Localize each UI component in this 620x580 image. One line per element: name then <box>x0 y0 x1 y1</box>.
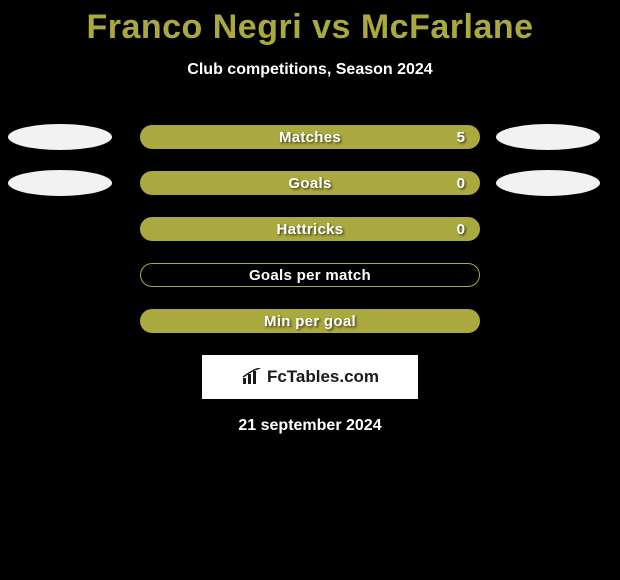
stat-label: Goals <box>288 175 331 192</box>
stat-rows: Matches 5 Goals 0 Hattricks 0 Goals per … <box>0 125 620 333</box>
stat-bar: Goals 0 <box>140 171 480 195</box>
stat-bar: Goals per match <box>140 263 480 287</box>
stat-label: Goals per match <box>249 267 371 284</box>
stat-label: Min per goal <box>264 313 356 330</box>
stat-row-goals: Goals 0 <box>0 171 620 195</box>
right-ellipse <box>496 170 600 196</box>
brand-text: FcTables.com <box>267 367 379 387</box>
stat-value: 0 <box>457 221 465 238</box>
stat-row-min-per-goal: Min per goal <box>0 309 620 333</box>
stat-value: 5 <box>457 129 465 146</box>
stat-label: Hattricks <box>277 221 344 238</box>
stat-bar: Matches 5 <box>140 125 480 149</box>
brand-logo-box: FcTables.com <box>202 355 418 399</box>
chart-icon <box>241 368 263 386</box>
stat-value: 0 <box>457 175 465 192</box>
stat-row-matches: Matches 5 <box>0 125 620 149</box>
stat-bar: Min per goal <box>140 309 480 333</box>
stat-label: Matches <box>279 129 341 146</box>
stat-row-hattricks: Hattricks 0 <box>0 217 620 241</box>
brand-logo: FcTables.com <box>241 367 379 387</box>
stat-bar: Hattricks 0 <box>140 217 480 241</box>
subtitle: Club competitions, Season 2024 <box>0 61 620 79</box>
date-text: 21 september 2024 <box>0 417 620 435</box>
right-ellipse <box>496 124 600 150</box>
left-ellipse <box>8 170 112 196</box>
page-title: Franco Negri vs McFarlane <box>0 0 620 47</box>
left-ellipse <box>8 124 112 150</box>
stat-row-goals-per-match: Goals per match <box>0 263 620 287</box>
